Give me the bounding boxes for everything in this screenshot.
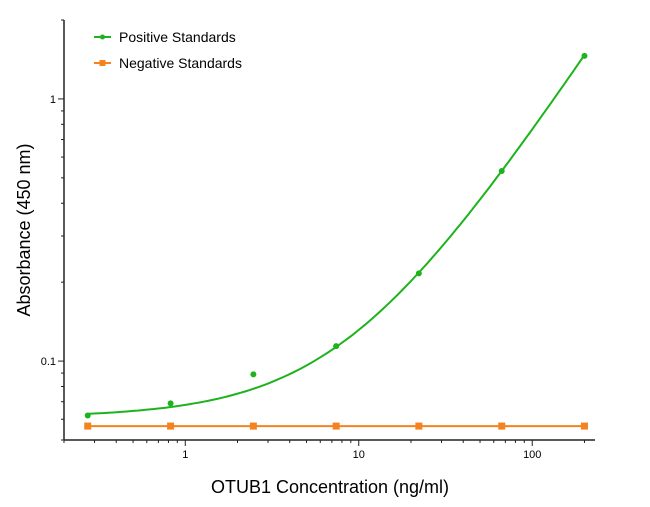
data-point: [415, 422, 423, 430]
x-axis-label: OTUB1 Concentration (ng/ml): [211, 477, 449, 497]
legend-item-negative: Negative Standards: [94, 55, 242, 71]
data-point: [84, 412, 91, 419]
x-tick-label: 1: [182, 449, 188, 461]
data-point: [581, 52, 588, 59]
axes: 1 10 100 0.1 1: [41, 19, 595, 461]
data-point: [498, 167, 505, 174]
data-point: [580, 422, 588, 430]
y-tick-label: 0.1: [41, 356, 56, 368]
data-point: [167, 400, 174, 407]
data-point: [167, 422, 175, 430]
legend-label: Negative Standards: [119, 55, 242, 71]
data-point: [249, 422, 257, 430]
x-tick-label: 100: [523, 449, 541, 461]
legend-label: Positive Standards: [119, 29, 236, 45]
series-negative: [84, 422, 588, 430]
x-tick-label: 10: [353, 449, 365, 461]
data-point: [415, 270, 422, 277]
data-point: [332, 422, 340, 430]
fit-curve: [87, 54, 586, 415]
legend-item-positive: Positive Standards: [94, 29, 236, 45]
series-positive: [84, 52, 588, 419]
data-point: [333, 343, 340, 350]
data-point: [250, 371, 257, 378]
legend: Positive Standards Negative Standards: [94, 29, 242, 71]
data-point: [498, 422, 506, 430]
marks: [84, 52, 588, 430]
data-point: [84, 422, 92, 430]
y-axis-label: Absorbance (450 nm): [14, 143, 34, 316]
y-tick-label: 1: [50, 94, 56, 106]
